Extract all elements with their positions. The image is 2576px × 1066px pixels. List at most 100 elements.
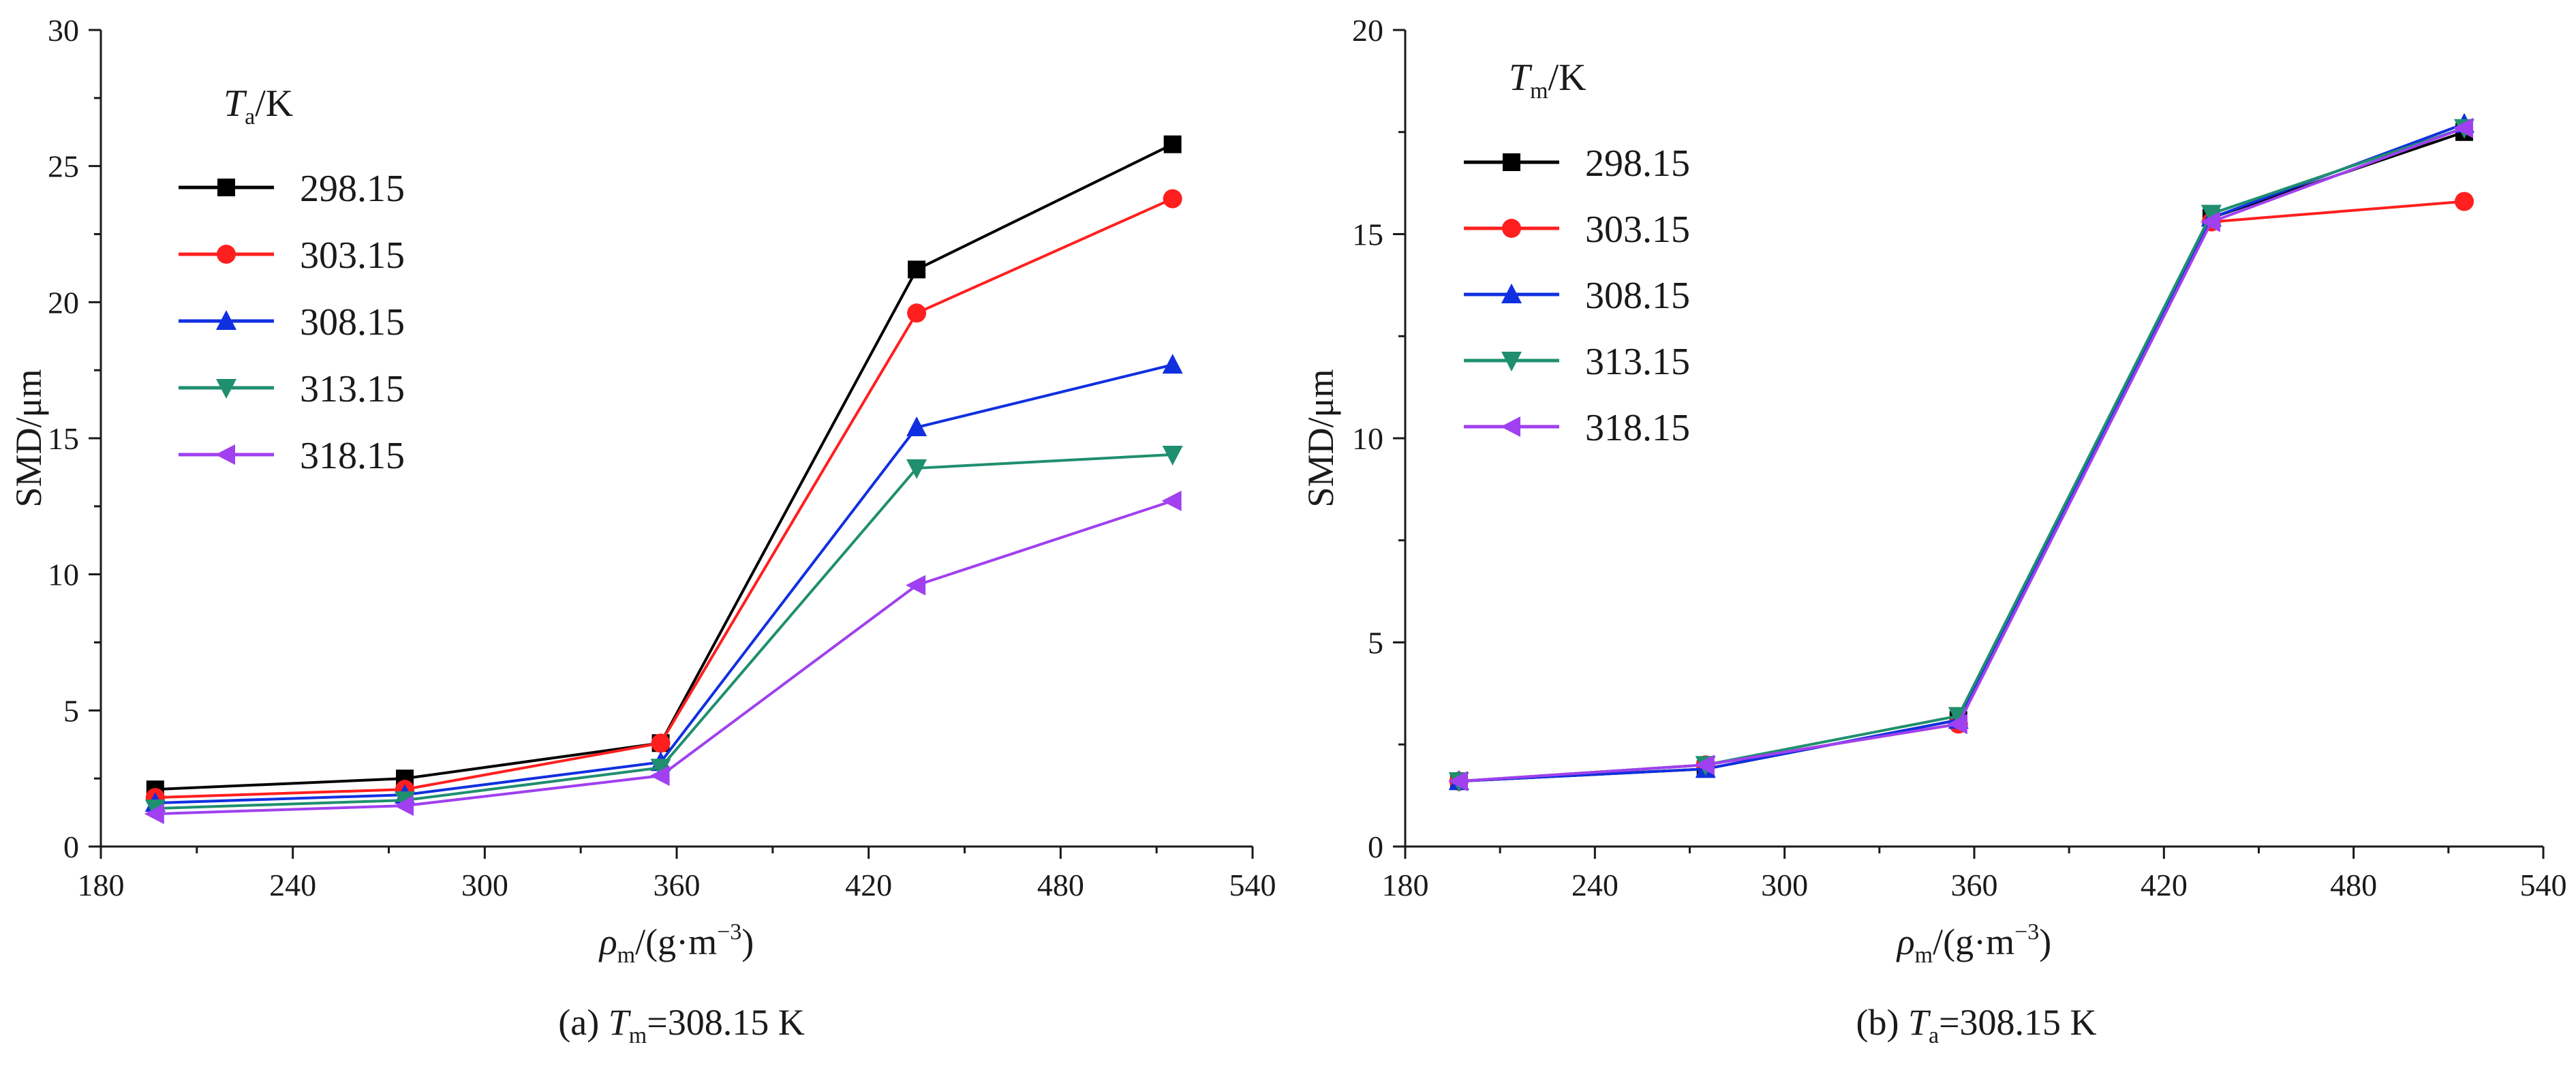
x-axis-title: ρm/(g·m−3)	[598, 919, 754, 968]
data-point-308.15	[906, 416, 927, 437]
text-span: /K	[1548, 57, 1586, 99]
legend-marker	[1501, 284, 1522, 303]
legend-label: 313.15	[300, 368, 405, 410]
data-point-303.15	[1163, 189, 1182, 209]
text-span: (b)	[1856, 1002, 1907, 1043]
chart-panel-b: 180 240 300 360 420 480 54005101520SMD/μmρm/(g…	[1300, 13, 2567, 1048]
y-tick-label: 5	[63, 693, 79, 728]
series-318.15	[1447, 117, 2474, 792]
y-tick-label: 25	[48, 149, 79, 184]
x-tick-label: 300	[461, 868, 508, 902]
data-point-303.15	[651, 733, 671, 753]
text-span: a	[1929, 1023, 1939, 1048]
data-point-298.15	[908, 260, 926, 279]
y-tick-label: 20	[1352, 13, 1383, 48]
legend-label: 298.15	[300, 168, 405, 210]
x-tick-label: 480	[1037, 868, 1084, 902]
text-span: =308.15 K	[647, 1002, 804, 1043]
y-tick-label: 0	[63, 829, 79, 864]
text-span: a	[245, 104, 255, 130]
series-line-313.15	[155, 453, 1173, 810]
series-313.15	[144, 445, 1183, 820]
x-tick-label: 180	[1382, 868, 1429, 902]
x-axis-title: ρm/(g·m−3)	[1896, 919, 2052, 968]
data-point-313.15	[906, 459, 927, 479]
data-point-318.15	[649, 765, 670, 787]
y-tick-label: 10	[48, 558, 79, 592]
text-span: m	[617, 943, 635, 968]
legend-label: 303.15	[1585, 209, 1690, 251]
legend-marker	[216, 379, 236, 399]
data-point-318.15	[2200, 211, 2220, 232]
legend-marker	[216, 310, 236, 330]
y-tick-label: 20	[48, 285, 79, 320]
x-tick-label: 180	[78, 868, 125, 902]
data-point-303.15	[907, 303, 927, 323]
data-point-298.15	[1163, 135, 1182, 153]
data-point-313.15	[650, 759, 671, 779]
chart-panel-a: 180 240 300 360 420 480 540 0 5 10 15 20 25 30 SMD/μm ρ…	[8, 13, 1276, 1048]
data-point-318.15	[393, 795, 414, 817]
panel-caption: (b) Ta=308.15 K	[1856, 1002, 2096, 1048]
legend-label: 308.15	[300, 301, 405, 344]
text-span: )	[741, 922, 754, 962]
text-span: T	[1509, 57, 1533, 99]
x-tick-label: 420	[845, 868, 892, 902]
legend: Tm/K 298.15 303.15 308.15 313.15 318.15	[1464, 57, 1690, 449]
legend-marker	[217, 245, 236, 264]
x-tick-label: 540	[1229, 868, 1276, 902]
y-tick-label: 5	[1368, 626, 1383, 660]
text-span: m	[1530, 78, 1548, 104]
data-point-313.15	[2201, 204, 2222, 225]
data-point-318.15	[2453, 117, 2474, 138]
y-tick-label: 10	[1352, 421, 1383, 456]
x-tick-label: 240	[269, 868, 316, 902]
text-span: −3	[717, 919, 741, 945]
x-tick-label: 360	[654, 868, 701, 902]
legend-marker	[1503, 153, 1520, 171]
text-span: (a)	[558, 1002, 608, 1043]
x-tick-label: 420	[2141, 868, 2188, 902]
y-tick-label: 0	[1368, 829, 1383, 864]
text-span: /K	[255, 82, 293, 125]
text-span: /(g·m	[635, 922, 717, 962]
series-303.15	[145, 189, 1182, 808]
text-span: T	[609, 1002, 632, 1043]
x-tick-label: 360	[1951, 868, 1998, 902]
data-point-318.15	[1447, 771, 1468, 792]
legend-label: 298.15	[1585, 142, 1690, 185]
text-span: m	[629, 1023, 647, 1048]
legend-label: 318.15	[300, 435, 405, 477]
x-tick-label: 480	[2330, 868, 2377, 902]
y-tick-label: 15	[1352, 217, 1383, 252]
data-point-318.15	[144, 804, 164, 825]
panel-caption: (a) Tm=308.15 K	[558, 1002, 804, 1048]
legend-marker	[1501, 352, 1522, 371]
text-span: /(g·m	[1933, 922, 2014, 962]
text-span: )	[2039, 922, 2051, 962]
data-point-318.15	[1947, 714, 1967, 735]
text-span: −3	[2014, 919, 2039, 945]
text-span: T	[224, 82, 247, 125]
legend-marker	[215, 444, 235, 465]
legend-marker	[1502, 219, 1521, 238]
legend-marker	[217, 179, 235, 196]
y-tick-label: 15	[48, 421, 79, 456]
text-span: ρ	[598, 922, 617, 962]
data-point-313.15	[1162, 445, 1183, 466]
legend-title: Ta/K	[224, 82, 293, 130]
text-span: m	[1915, 943, 1933, 968]
legend-label: 308.15	[1585, 275, 1690, 317]
y-axis-title: SMD/μm	[1300, 369, 1341, 507]
series-line-303.15	[155, 197, 1174, 800]
y-tick-label: 30	[48, 13, 79, 48]
legend-label: 303.15	[300, 234, 405, 277]
x-tick-label: 540	[2520, 868, 2567, 902]
text-span: =308.15 K	[1939, 1002, 2096, 1043]
legend-label: 313.15	[1585, 341, 1690, 383]
data-point-318.15	[1694, 755, 1715, 776]
data-point-318.15	[1161, 490, 1182, 511]
text-span: ρ	[1896, 922, 1915, 962]
